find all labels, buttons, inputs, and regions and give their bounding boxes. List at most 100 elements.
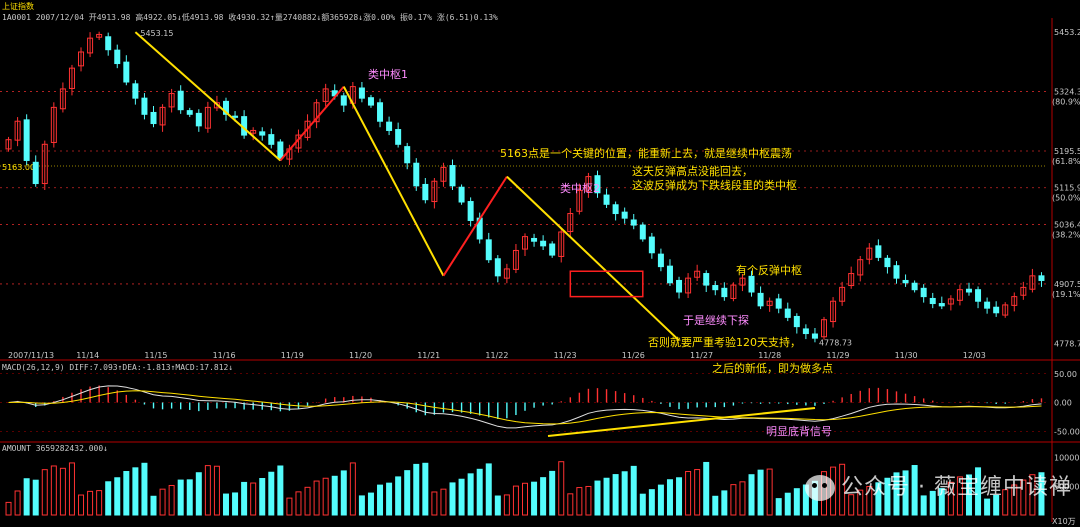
amount-bar: [377, 484, 384, 516]
amount-info-line: AMOUNT 3659282432.000↓: [2, 444, 108, 453]
amount-bar: [286, 497, 293, 516]
candle-body: [87, 37, 94, 54]
amount-bar: [522, 482, 528, 516]
candle-body: [965, 288, 972, 293]
candle-body: [177, 90, 184, 111]
amount-bar: [549, 470, 556, 516]
amount-bar: [1011, 484, 1018, 516]
amount-bar: [295, 491, 302, 516]
annotation-rebound-1: 这天反弹高点没能回去，: [632, 164, 753, 178]
annotation-new-low: 之后的新低，即为做多点: [712, 361, 833, 375]
macd-dea-line: [8, 390, 1042, 425]
candle-body: [59, 88, 66, 110]
amount-bar: [349, 462, 356, 516]
candle-body: [775, 298, 782, 309]
amount-bar: [87, 490, 94, 516]
amount-bar: [748, 474, 755, 516]
amount-bar: [458, 478, 465, 516]
amount-bar: [630, 465, 637, 516]
amount-bar: [920, 495, 927, 516]
macd-tick-label: 50.00: [1054, 370, 1077, 379]
amount-bar: [512, 485, 519, 516]
annotation-rebound-2: 这波反弹成为下跌线段里的类中枢: [632, 178, 797, 192]
low-price-label: 4778.73: [819, 339, 852, 348]
candle-body: [1038, 275, 1045, 281]
candle-body: [168, 93, 175, 108]
amount-bar: [893, 472, 900, 516]
candle-body: [721, 287, 728, 298]
amount-bar: [241, 481, 248, 516]
candle-body: [531, 237, 538, 242]
candle-body: [558, 231, 565, 257]
price-tick-pct: (38.2%): [1052, 230, 1080, 239]
candle-body: [277, 141, 284, 159]
amount-bar: [141, 462, 148, 516]
candle-body: [150, 111, 157, 125]
date-tick-label: 11/26: [622, 351, 645, 360]
amount-bar: [204, 465, 211, 516]
divergence-line: [547, 407, 816, 437]
candle-body: [802, 328, 809, 335]
candle-body: [232, 115, 239, 118]
amount-bar: [132, 467, 139, 516]
candle-body: [78, 51, 85, 67]
candle-body: [114, 49, 121, 65]
wechat-logo-icon: [805, 475, 836, 501]
amount-bar: [585, 485, 592, 516]
candle-body: [1011, 296, 1018, 306]
amount-bar: [739, 481, 746, 516]
candle-body: [911, 282, 918, 291]
candle-body: [975, 289, 982, 302]
amount-bar: [784, 492, 791, 516]
amount-bar: [965, 474, 972, 516]
candle-body: [1020, 286, 1027, 296]
amount-bar: [775, 498, 782, 516]
candle-body: [96, 33, 103, 38]
amount-bar: [984, 498, 991, 516]
amount-unit-label: X10万: [1052, 517, 1076, 526]
date-tick-label: 2007/11/13: [8, 351, 54, 360]
candle-body: [621, 211, 628, 219]
candle-body: [449, 165, 456, 187]
amount-tick-label: 50000: [1054, 482, 1079, 491]
macd-tick-label: -50.00: [1054, 427, 1080, 436]
amount-bar: [449, 482, 456, 516]
candle-body: [494, 258, 501, 277]
candle-body: [929, 297, 936, 305]
candle-body: [159, 106, 166, 126]
amount-bar: [123, 471, 130, 516]
amount-bar: [68, 462, 75, 516]
candle-body: [766, 300, 773, 306]
candle-body: [123, 61, 130, 83]
date-tick-label: 11/23: [554, 351, 577, 360]
date-tick-label: 11/16: [213, 351, 236, 360]
amount-bar: [685, 471, 692, 516]
candle-body: [857, 259, 864, 276]
annotation-continue-down: 于是继续下探: [683, 313, 749, 327]
amount-bar: [1020, 479, 1027, 516]
trend-segment: [342, 86, 445, 277]
amount-bar: [277, 465, 284, 516]
price-tick-label: 5195.5: [1054, 147, 1080, 156]
amount-bar: [59, 467, 66, 516]
amount-bar: [1038, 472, 1045, 516]
candle-body: [666, 265, 673, 284]
amount-bar: [476, 468, 483, 516]
amount-bar: [105, 481, 112, 516]
candle-body: [1029, 275, 1036, 290]
candle-body: [739, 277, 746, 286]
candle-body: [984, 301, 991, 309]
candle-body: [512, 249, 519, 270]
amount-bar: [993, 494, 1000, 516]
amount-bar: [694, 469, 701, 516]
price-tick-pct: (50.0%): [1052, 194, 1080, 203]
amount-bar: [975, 467, 982, 516]
candle-body: [884, 257, 891, 268]
annotation-120day: 否则就要严重考验120天支持，: [648, 335, 801, 349]
amount-bar: [531, 481, 538, 516]
amount-bar: [612, 474, 619, 516]
annotation-divergence: 明显底背信号: [766, 424, 832, 438]
amount-bar: [875, 482, 882, 516]
candle-body: [612, 204, 619, 215]
